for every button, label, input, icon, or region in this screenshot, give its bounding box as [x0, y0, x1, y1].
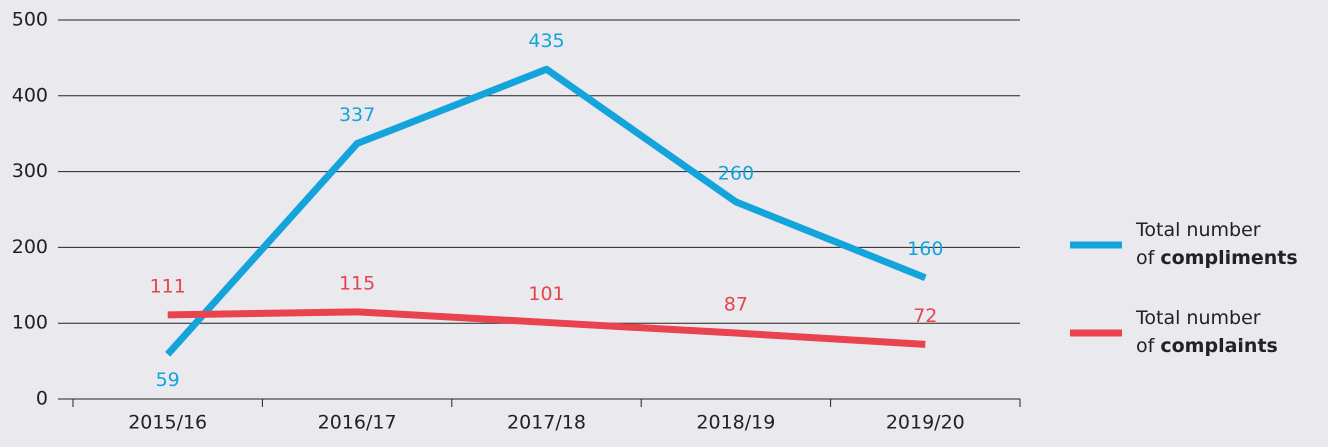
series-line [167, 308, 926, 348]
data-label: 260 [718, 162, 754, 184]
data-label: 111 [150, 275, 186, 297]
y-tick-label: 400 [12, 84, 48, 106]
legend-label: Total number of complaints [1135, 307, 1278, 357]
x-tick-label: 2018/19 [696, 412, 775, 434]
y-tick-label: 0 [36, 388, 48, 410]
x-tick-label: 2017/18 [507, 412, 586, 434]
legend-line: Total number [1135, 219, 1261, 241]
legend-line: of [1136, 335, 1160, 357]
data-label: 59 [156, 369, 180, 391]
legend-line: of [1136, 247, 1160, 269]
legend-label: Total number of compliments [1135, 219, 1298, 269]
data-label: 435 [528, 30, 564, 52]
series-line [165, 65, 927, 357]
x-tick-label: 2019/20 [886, 412, 965, 434]
x-tick-label: 2015/16 [128, 412, 207, 434]
legend-strong: compliments [1160, 247, 1297, 269]
y-tick-label: 100 [12, 312, 48, 334]
legend-line: Total number [1135, 307, 1261, 329]
data-label: 72 [913, 305, 937, 327]
legend-strong: complaints [1160, 335, 1277, 357]
data-label: 115 [339, 272, 375, 294]
data-label: 160 [907, 238, 943, 260]
data-label: 87 [724, 294, 748, 316]
y-tick-label: 500 [12, 9, 48, 31]
data-label: 101 [528, 283, 564, 305]
x-tick-label: 2016/17 [318, 412, 397, 434]
y-tick-label: 200 [12, 236, 48, 258]
y-tick-label: 300 [12, 160, 48, 182]
data-label: 337 [339, 104, 375, 126]
